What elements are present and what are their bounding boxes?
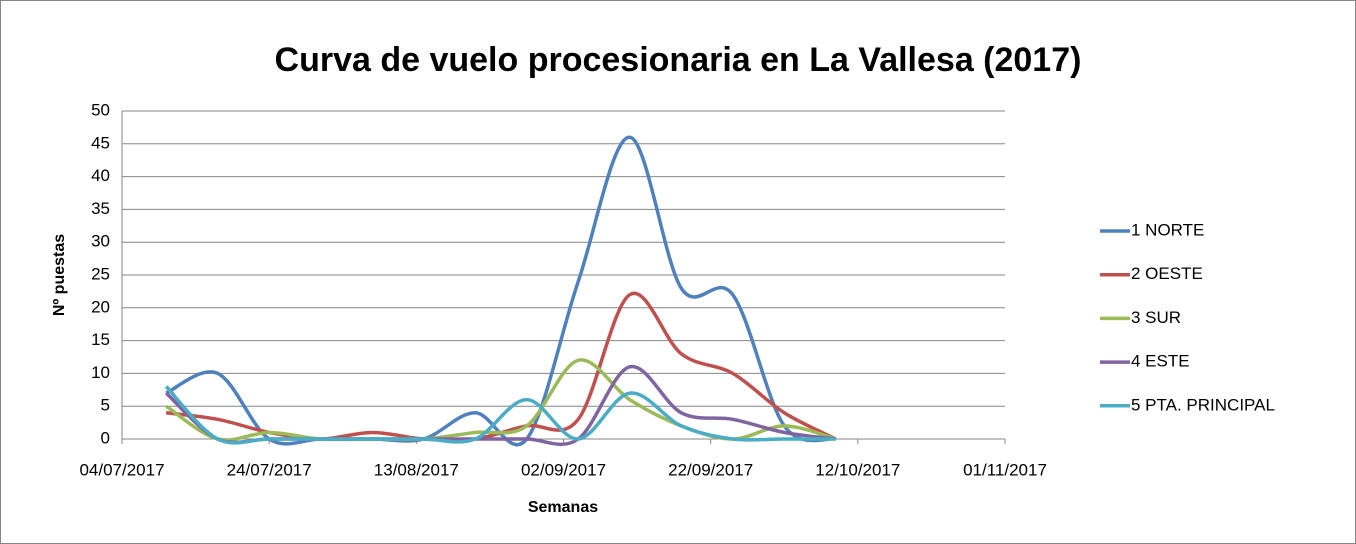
legend-label: 1 NORTE	[1131, 220, 1204, 239]
legend-label: 5 PTA. PRINCIPAL	[1131, 395, 1275, 414]
y-tick-label: 40	[91, 166, 110, 185]
x-tick-label: 13/08/2017	[374, 460, 459, 479]
y-tick-label: 20	[91, 297, 110, 316]
x-tick-label: 01/11/2017	[963, 460, 1047, 479]
y-tick-label: 0	[101, 428, 110, 447]
x-tick-label: 12/10/2017	[815, 460, 900, 479]
x-axis-label: Semanas	[528, 499, 598, 516]
legend-label: 2 OESTE	[1131, 264, 1203, 283]
legend-label: 4 ESTE	[1131, 352, 1190, 371]
x-tick-label: 22/09/2017	[668, 460, 753, 479]
y-tick-label: 30	[91, 232, 110, 251]
x-tick-label: 02/09/2017	[521, 460, 606, 479]
y-tick-label: 15	[91, 330, 110, 349]
y-tick-label: 25	[91, 264, 110, 283]
x-tick-label: 04/07/2017	[79, 460, 164, 479]
x-tick-label: 24/07/2017	[227, 460, 312, 479]
y-tick-label: 10	[91, 363, 110, 382]
legend-label: 3 SUR	[1131, 308, 1181, 327]
y-tick-label: 45	[91, 133, 110, 152]
series-line	[164, 385, 836, 445]
chart-title: Curva de vuelo procesionaria en La Valle…	[275, 41, 1082, 79]
y-tick-label: 5	[101, 396, 110, 415]
y-tick-label: 50	[91, 100, 110, 119]
y-axis-label: Nº puestas	[51, 234, 68, 316]
y-tick-label: 35	[91, 199, 110, 218]
series-line	[165, 135, 837, 447]
